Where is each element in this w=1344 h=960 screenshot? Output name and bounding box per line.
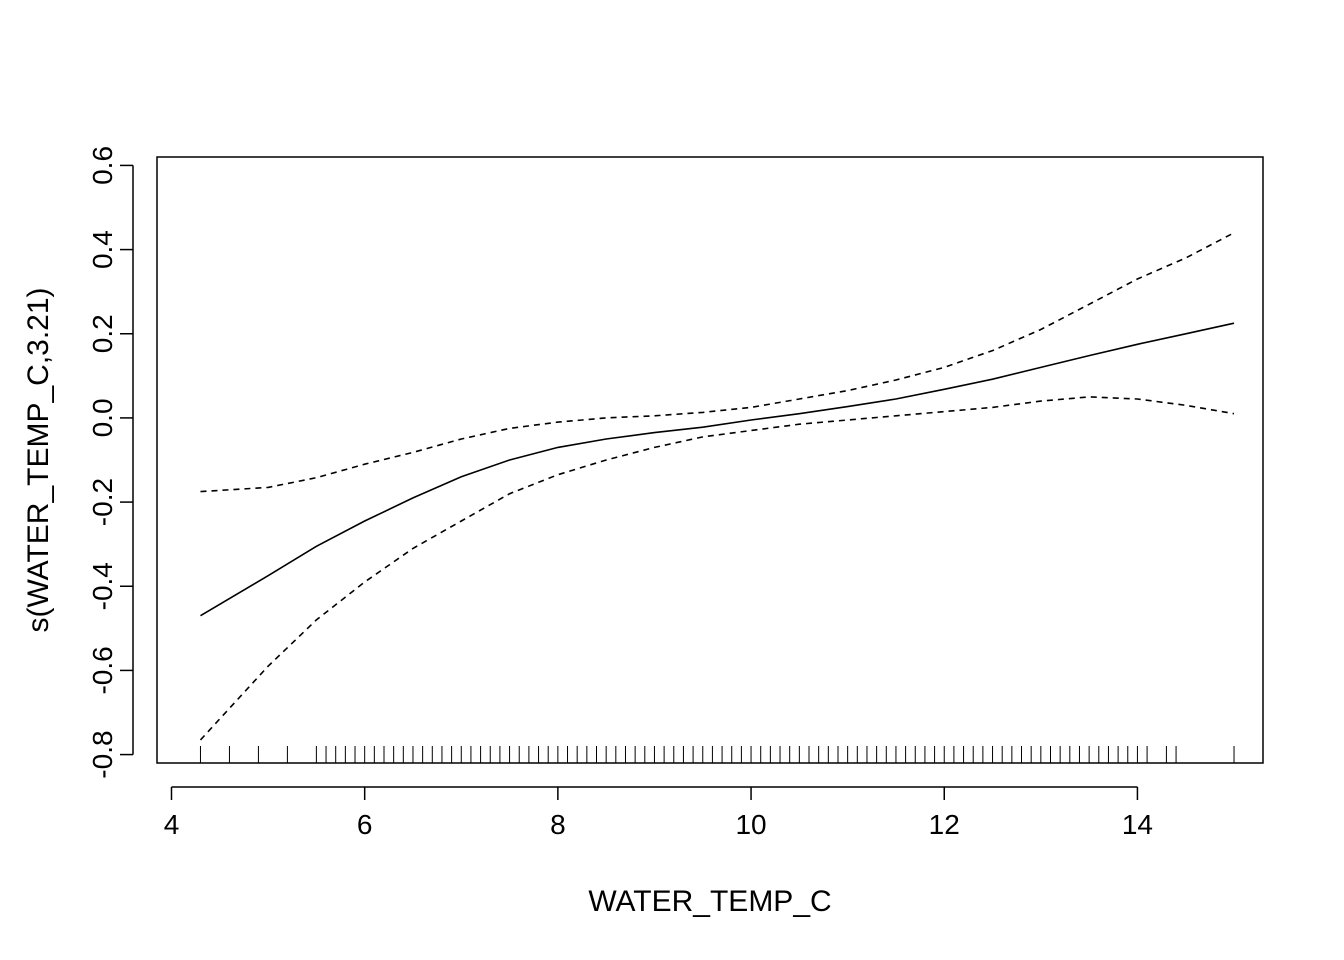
y-tick-label: 0.4 bbox=[87, 230, 118, 269]
y-tick-label: 0.6 bbox=[87, 146, 118, 185]
y-tick-label: -0.6 bbox=[87, 646, 118, 694]
x-axis: 4 6 8 10 12 14 bbox=[164, 786, 1153, 840]
y-tick-label: 0.0 bbox=[87, 398, 118, 437]
y-tick-label: -0.4 bbox=[87, 562, 118, 610]
y-tick-label: -0.2 bbox=[87, 478, 118, 526]
y-axis: -0.8 -0.6 -0.4 -0.2 0.0 0.2 0.4 0.6 bbox=[87, 146, 134, 779]
x-axis-label: WATER_TEMP_C bbox=[588, 885, 831, 918]
x-tick-label: 14 bbox=[1122, 809, 1153, 840]
y-axis-label: s(WATER_TEMP_C,3.21) bbox=[22, 287, 55, 632]
confidence-band-line-1 bbox=[200, 232, 1235, 493]
x-tick-label: 6 bbox=[357, 809, 373, 840]
x-tick-label: 10 bbox=[735, 809, 766, 840]
smooth-estimate-line bbox=[200, 322, 1235, 617]
plot-frame bbox=[156, 156, 1264, 764]
x-tick-label: 4 bbox=[164, 809, 180, 840]
x-tick-label: 8 bbox=[550, 809, 566, 840]
rug bbox=[199, 746, 1235, 763]
confidence-band-line-2 bbox=[199, 396, 1235, 741]
x-tick-label: 12 bbox=[929, 809, 960, 840]
series-layer bbox=[199, 232, 1235, 741]
y-tick-label: -0.8 bbox=[87, 730, 118, 778]
y-tick-label: 0.2 bbox=[87, 314, 118, 353]
